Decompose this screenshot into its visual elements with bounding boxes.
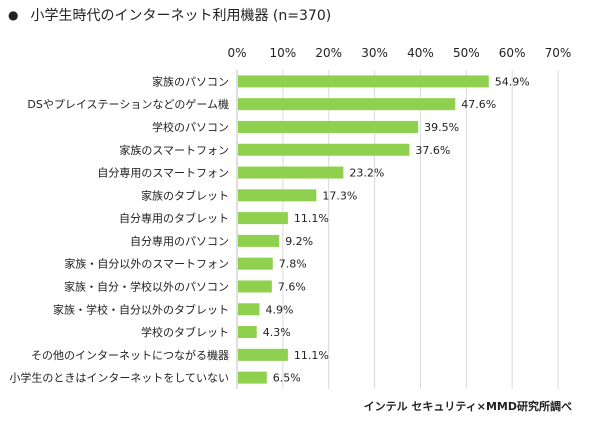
source-credit: インテル セキュリティ×MMD研究所調べ [363,400,572,413]
bar [238,189,317,202]
value-label: 17.3% [322,189,357,202]
bullet-icon: ● [8,8,19,22]
bar [238,143,410,156]
value-label: 9.2% [285,235,313,248]
bar [238,326,257,339]
category-label: 学校のタブレット [141,325,229,339]
category-label: 家族・自分以外のスマートフォン [64,257,229,271]
category-label: 家族・学校・自分以外のタブレット [53,302,229,316]
category-label: 家族のパソコン [152,74,229,88]
value-label: 6.5% [273,372,301,385]
category-label: その他のインターネットにつながる機器 [31,348,229,362]
bar [238,234,280,247]
x-tick-label: 20% [315,46,342,60]
chart-title: ● 小学生時代のインターネット利用機器 (n=370) [8,4,331,26]
bar [238,348,288,361]
bar [238,257,273,270]
category-label: 家族のタブレット [141,188,229,202]
category-label: 自分専用のパソコン [130,235,229,248]
category-label: 自分専用のタブレット [119,211,229,225]
x-tick-label: 40% [407,46,434,60]
value-label: 47.6% [461,98,496,111]
bar [238,280,272,293]
bar [238,166,344,179]
category-label: 家族のスマートフォン [119,143,229,157]
bar [238,371,267,384]
value-label: 7.6% [278,280,306,293]
x-tick-label: 70% [545,46,572,60]
value-label: 7.8% [279,258,307,271]
value-label: 4.9% [265,303,293,316]
category-label: DSやプレイステーションなどのゲーム機 [27,97,229,111]
x-tick-label: 10% [270,46,297,60]
value-label: 39.5% [424,121,459,134]
x-tick-label: 0% [227,46,246,60]
category-label: 学校のパソコン [152,120,229,134]
x-tick-label: 60% [499,46,526,60]
category-label: 家族・自分・学校以外のパソコン [64,279,229,293]
bar [238,98,456,111]
value-label: 4.3% [263,326,291,339]
x-tick-label: 30% [361,46,388,60]
chart-title-text: 小学生時代のインターネット利用機器 (n=370) [30,8,332,24]
value-label: 54.9% [495,75,530,88]
value-label: 11.1% [294,212,329,225]
bar [238,120,419,133]
value-label: 23.2% [349,167,384,180]
bar [238,212,288,225]
value-label: 37.6% [415,144,450,157]
bar [238,303,260,316]
bar [238,75,489,88]
x-tick-label: 50% [453,46,480,60]
value-label: 11.1% [294,349,329,362]
category-label: 小学生のときはインターネットをしていない [9,371,229,385]
category-label: 自分専用のスマートフォン [97,167,229,180]
